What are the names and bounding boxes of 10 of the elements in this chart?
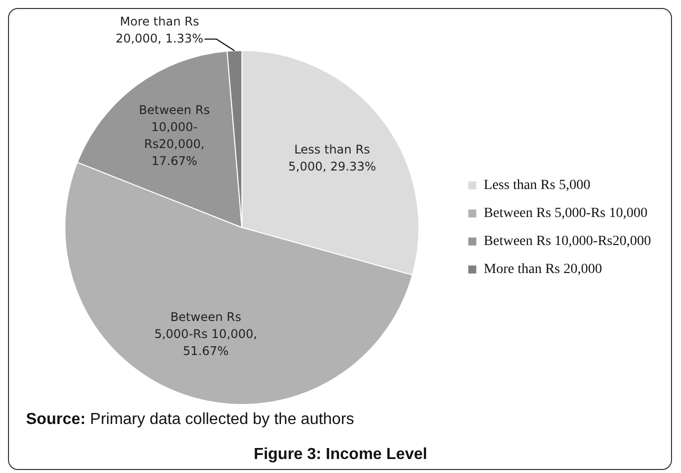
data-label: Between Rs 5,000-Rs 10,000, 51.67% [154,310,258,358]
legend-label: Less than Rs 5,000 [484,178,590,194]
data-label: More than Rs 20,000, 1.33% [116,14,204,46]
data-label: Less than Rs 5,000, 29.33% [288,142,376,174]
source-note: Source: Primary data collected by the authors [26,411,354,429]
data-label: Between Rs 10,000- Rs20,000, 17.67% [138,103,210,168]
legend-label: Between Rs 10,000-Rs20,000 [484,234,652,250]
legend-label: More than Rs 20,000 [484,262,602,278]
text: Figure 3: Income Level [252,446,428,464]
legend-label: Between Rs 5,000-Rs 10,000 [484,206,648,222]
